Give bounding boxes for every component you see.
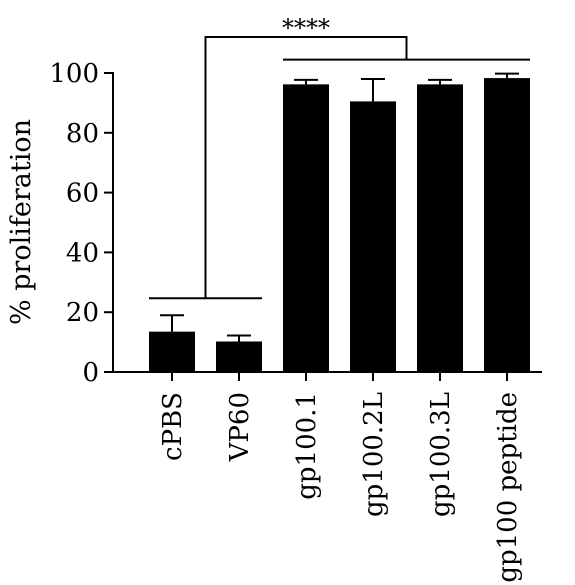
category-label: cPBS: [158, 392, 188, 461]
y-tick-label: 40: [66, 238, 99, 268]
bar: [149, 331, 195, 372]
category-label: VP60: [225, 392, 255, 462]
bar: [350, 101, 396, 372]
x-category-labels: cPBS VP60 gp100.1 gp100.2L gp100.3L gp100 pep…: [158, 392, 523, 583]
category-label: gp100.2L: [359, 392, 389, 517]
category-label: gp100.3L: [426, 392, 456, 517]
y-tick-label: 60: [66, 179, 99, 209]
significance-label: ****: [282, 14, 330, 42]
bars: [149, 78, 530, 372]
category-label: gp100 peptide: [493, 392, 523, 583]
y-tick-label: 0: [82, 358, 99, 388]
bar: [484, 78, 530, 372]
bar: [216, 341, 262, 372]
y-tick-label: 80: [66, 119, 99, 149]
bar: [283, 84, 329, 372]
category-label: gp100.1: [292, 392, 322, 500]
error-bars: [160, 72, 519, 342]
y-tick-label: 100: [49, 59, 99, 89]
bar: [417, 84, 463, 372]
y-tick-label: 20: [66, 298, 99, 328]
significance-bracket: [204, 36, 408, 299]
y-tick-labels: 0 20 40 60 80 100: [49, 59, 99, 388]
significance-brackets: ****: [149, 14, 530, 300]
y-axis-title: % proliferation: [6, 119, 37, 325]
